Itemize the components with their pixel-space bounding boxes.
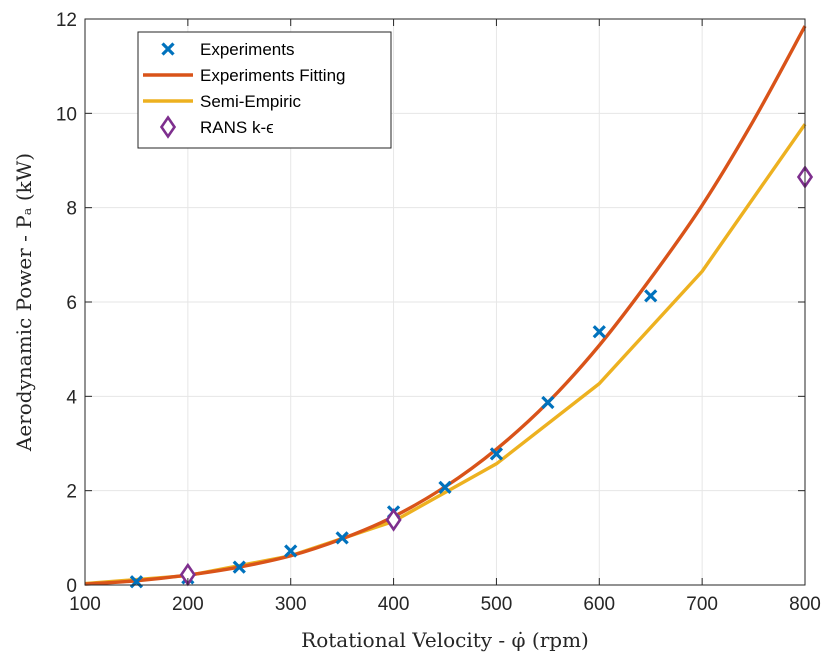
legend-diamond-marker (159, 115, 177, 139)
series-line (84, 25, 807, 586)
x-tick-label: 700 (686, 594, 718, 615)
data-point-x-marker (284, 544, 298, 558)
y-tick-label: 4 (66, 387, 77, 408)
series-line-1 (84, 25, 807, 586)
data-point-x-marker (232, 560, 246, 574)
legend-label: RANS k-ϵ (200, 118, 274, 137)
y-tick-label: 6 (66, 293, 77, 314)
y-tick-label: 2 (66, 482, 77, 503)
legend-label: Experiments (200, 40, 294, 59)
data-point-x-marker (489, 447, 504, 461)
y-tick-label: 0 (66, 576, 77, 597)
x-tick-label: 200 (172, 594, 204, 615)
x-tick-label: 800 (789, 594, 821, 615)
grid (85, 19, 805, 585)
legend-x-marker (161, 42, 175, 56)
y-axis-label: Aerodynamic Power - Pₐ (kW) (12, 153, 36, 452)
x-tick-label: 600 (583, 594, 615, 615)
x-axis-label: Rotational Velocity - φ̇ (rpm) (301, 628, 589, 652)
legend-box (137, 31, 392, 149)
series-scatter-0 (129, 289, 658, 589)
data-point-x-marker (438, 480, 452, 494)
y-tick-label: 10 (56, 104, 77, 125)
legend-label: Semi-Empiric (200, 92, 302, 111)
data-point-x-marker (335, 531, 349, 545)
data-point-x-marker (644, 289, 658, 303)
y-tick-label: 12 (56, 10, 77, 31)
x-tick-label: 400 (378, 594, 410, 615)
x-tick-label: 500 (481, 594, 513, 615)
ticks: 100 200 300 400 500 600 700 800 0 2 4 6 8 10 12 (56, 10, 821, 615)
legend: Experiments Experiments Fitting Semi-Empir… (137, 31, 392, 149)
data-point-x-marker (592, 325, 606, 339)
legend-label: Experiments Fitting (200, 66, 346, 85)
y-tick-label: 8 (66, 199, 77, 220)
series-layer (84, 25, 814, 589)
data-point-x-marker (541, 395, 555, 410)
x-tick-label: 300 (275, 594, 307, 615)
x-tick-label: 100 (69, 594, 101, 615)
data-point-diamond (385, 508, 402, 532)
